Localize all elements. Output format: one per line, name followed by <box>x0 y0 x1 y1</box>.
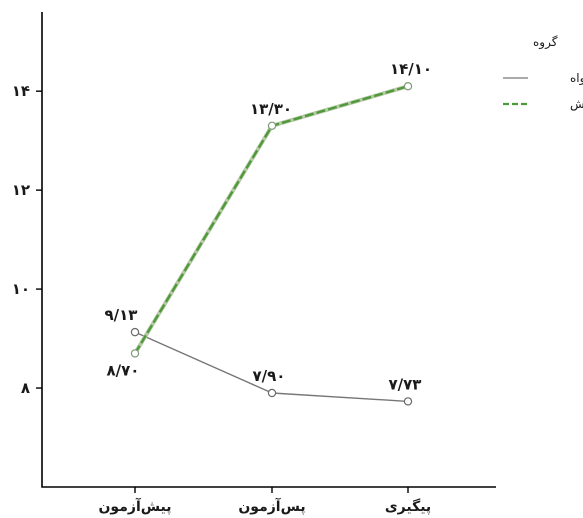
data-point <box>403 82 413 91</box>
data-label: ۷/۹۰ <box>253 367 286 385</box>
data-point <box>130 349 140 358</box>
legend-label: آزمایش <box>570 96 583 112</box>
x-tick-label: پیگیری <box>385 498 431 515</box>
chart-axes <box>41 12 496 488</box>
y-axis-ticks: ۸ ۱۰ ۱۲ ۱۴ <box>12 82 42 397</box>
legend-label: گواه <box>570 71 583 86</box>
data-point <box>267 388 277 398</box>
data-label: ۸/۷۰ <box>107 361 140 379</box>
data-label: ۱۳/۳۰ <box>250 100 292 118</box>
data-point <box>403 397 413 406</box>
axis-lines <box>41 12 496 488</box>
y-tick-label: ۱۲ <box>12 181 30 199</box>
x-axis-ticks: پیش‌آزمون پس‌آزمون پیگیری <box>98 487 431 515</box>
data-label: ۷/۷۳ <box>389 375 422 393</box>
legend-title: گروه <box>533 35 558 50</box>
legend: گروه گواه آزمایش <box>503 35 583 112</box>
y-tick-label: ۸ <box>21 379 30 397</box>
data-point <box>130 327 140 337</box>
x-tick-label: پس‌آزمون <box>238 497 305 515</box>
y-tick-label: ۱۴ <box>12 82 30 100</box>
data-point <box>267 121 277 131</box>
x-tick-label: پیش‌آزمون <box>98 497 171 515</box>
data-labels-layer: ۹/۱۳ ۷/۹۰ ۷/۷۳ ۸/۷۰ ۱۳/۳۰ ۱۴/۱۰ <box>105 60 433 393</box>
data-label: ۱۴/۱۰ <box>390 60 432 78</box>
series-layer <box>130 82 413 406</box>
data-label: ۹/۱۳ <box>105 306 138 324</box>
y-tick-label: ۱۰ <box>12 280 30 298</box>
